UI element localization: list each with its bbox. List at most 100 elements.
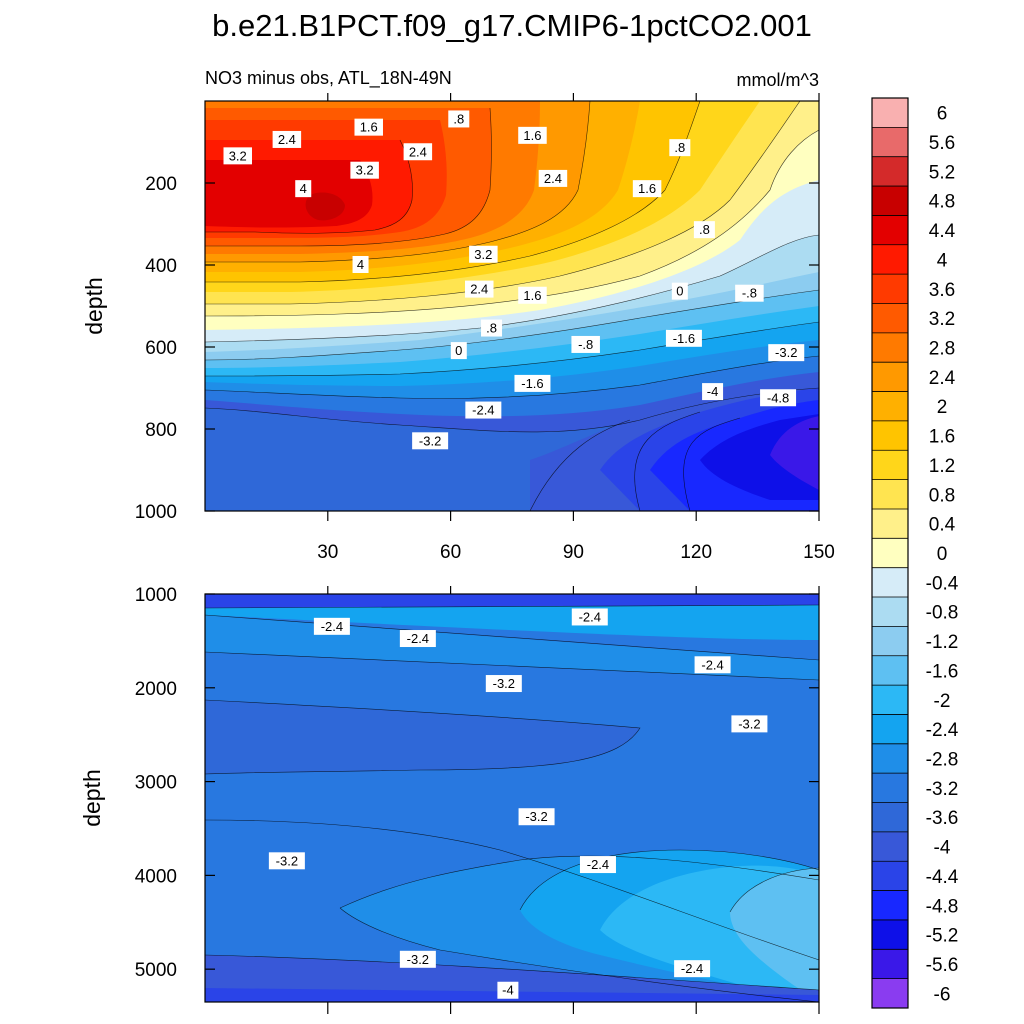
lower-contour-label: -3.2 [399,950,436,968]
contour-label-box [313,617,350,635]
contour-label-text: -3.2 [419,433,441,448]
contour-label-text: -1.6 [673,331,695,346]
lower-band-m24-top [205,605,819,640]
upper-frame [204,100,820,512]
contour-label-box [268,852,305,870]
lower-y-tick-label: 3000 [135,773,177,794]
contour-label-box [450,342,467,360]
upper-contour-label: 1.6 [354,118,383,136]
contour-label-box [399,950,436,968]
colorbar-swatch [872,127,908,158]
upper-contour-label: .8 [693,221,715,239]
lower-contour-labels: -2.4 -2.4 -2.4 -2.4 -3.2 -3.2 -3.2 -2.4 -3.2 -3.2… [268,608,768,999]
contour-label-text: -3.2 [738,716,760,731]
contour-label-text: 4 [357,257,364,272]
lower-contour-label: -2.4 [579,856,616,874]
contour-label-text: .8 [699,222,710,237]
colorbar-label: -0.8 [926,603,959,624]
contour-label-box [669,139,691,157]
lower-y-tick-label: 1000 [135,585,177,606]
upper-contour-label: 3.2 [350,161,379,179]
colorbar-swatch [872,186,908,216]
upper-band-p48 [305,192,345,221]
contour-label-box [403,143,433,161]
colorbar-swatch [872,362,908,393]
upper-y-tick-label: 800 [145,420,177,441]
contour-label-box [665,329,702,347]
colorbar-swatch [872,332,908,363]
upper-contour-label: -4 [702,383,724,401]
colorbar-label: 0.4 [929,515,956,536]
colorbar-swatch [872,450,908,481]
colorbar-swatch [872,479,908,510]
upper-contour-label: -1.6 [665,329,702,347]
lower-band-top-dark [205,594,819,608]
upper-contour-label: 0 [671,282,688,300]
contour-label-box [674,960,711,978]
contour-label-text: 4 [300,181,307,196]
upper-contour-label: 2.4 [272,130,302,148]
lower-contour-label: -3.2 [518,808,555,826]
lower-y-tick-label: 5000 [135,960,177,981]
colorbar-label: -6 [934,984,951,1005]
upper-contour-label: 3.2 [223,147,252,165]
contour-label-box [693,221,715,239]
contour-label-text: .8 [453,111,464,126]
colorbar-label: 6 [937,104,948,125]
contour-label-box [571,335,600,353]
colorbar-label: 4 [937,250,948,271]
lower-contour-label: -2.4 [571,608,608,626]
contour-label-box [518,126,547,144]
colorbar-label: -2.4 [926,720,959,741]
colorbar: 6 5.6 5.2 4.8 4.4 4 3.6 3.2 2.8 2.4 2 1.6 1.2 0.8 0.4 0… [871,97,959,1009]
colorbar-label: 0 [937,544,948,565]
contour-label-box [514,374,551,392]
contour-label-box [538,169,568,187]
lower-axis-ticks: 1000 2000 3000 4000 5000 [135,585,820,1014]
colorbar-swatch [872,978,908,1009]
contour-label-text: -4 [707,384,719,399]
upper-y-tick-label: 400 [145,256,177,277]
contour-label-box [354,118,383,136]
lower-contour-label: -3.2 [268,852,305,870]
lower-y-tick-label: 2000 [135,679,177,700]
contour-label-box [465,280,494,298]
colorbar-swatch [872,919,908,950]
lower-contour-label: -2.4 [399,630,436,648]
contour-label-text: .8 [674,140,685,155]
colorbar-swatch [872,714,908,745]
lower-band-m28-top [205,615,819,680]
contour-label-text: -3.2 [407,952,429,967]
lower-y-axis-label: depth [79,769,105,827]
colorbar-swatch [872,802,908,833]
contour-label-box [671,282,688,300]
contour-label-box [571,608,608,626]
upper-contour-label: -.8 [571,335,600,353]
upper-x-tick-label: 150 [803,542,835,563]
upper-contour-label: 1.6 [632,180,662,198]
contour-label-box [497,981,519,999]
colorbar-swatch [872,597,908,627]
contour-label-box [399,630,436,648]
colorbar-swatch [872,508,908,539]
upper-y-tick-label: 1000 [135,502,177,523]
contour-label-text: .8 [486,321,497,336]
contour-label-text: -3.2 [493,676,515,691]
upper-contour-label: 2.4 [403,143,433,161]
contour-label-box [760,389,797,407]
contour-label-box [702,383,724,401]
contour-label-text: -2.4 [701,657,723,672]
colorbar-swatch [872,98,908,128]
lower-contour-label: -2.4 [674,960,711,978]
contour-label-text: -2.4 [407,631,429,646]
contour-label-box [223,147,252,165]
contour-label-box [481,319,503,337]
contour-label-text: 2.4 [278,132,296,147]
colorbar-swatch [872,391,908,422]
colorbar-swatch [872,949,908,980]
upper-contour-lines [205,101,819,511]
upper-contour-label: .8 [448,110,470,128]
colorbar-frame [871,97,909,1009]
upper-contour-label: -1.6 [514,374,551,392]
